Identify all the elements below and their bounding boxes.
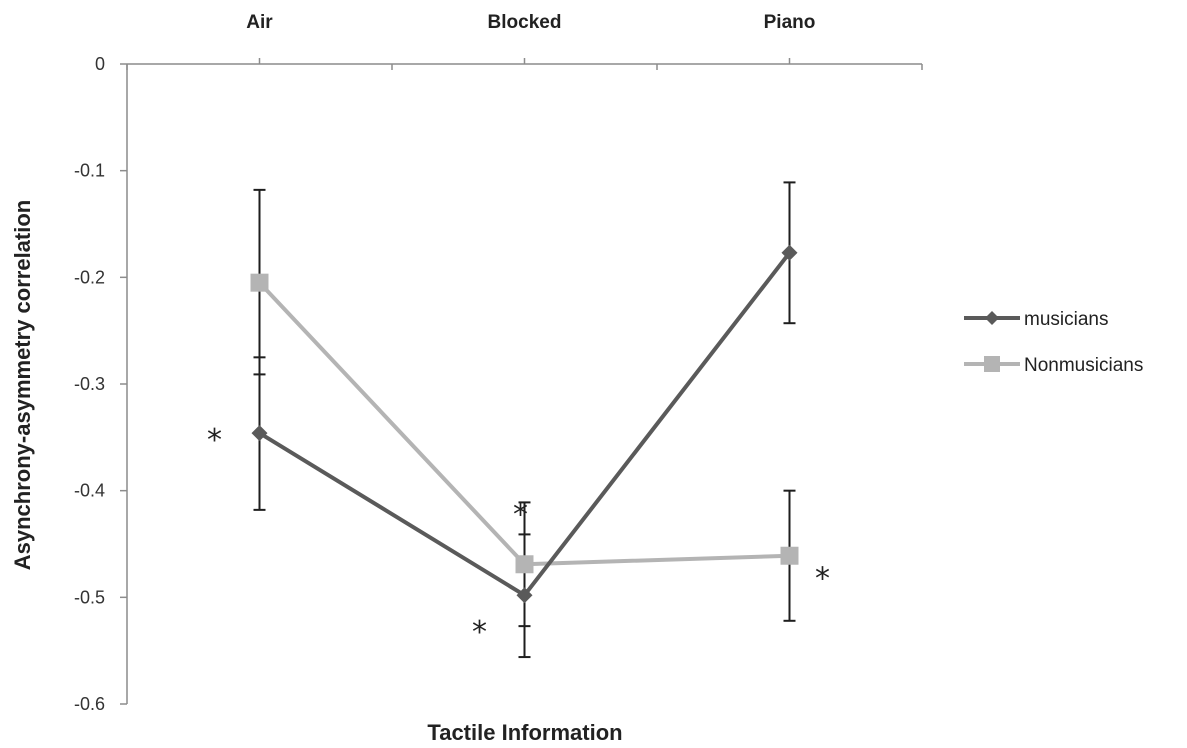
y-tick-label: -0.5 (74, 587, 105, 607)
legend-label: musicians (1024, 309, 1108, 330)
significance-asterisk: * (815, 562, 830, 597)
error-bars (253, 181, 796, 659)
category-label: Piano (764, 12, 816, 33)
marker-diamond (516, 587, 533, 604)
marker-square (250, 273, 269, 292)
significance-annotations: * * * * (207, 423, 830, 650)
category-label: Blocked (488, 12, 562, 33)
marker-square (780, 546, 799, 565)
category-label: Air (246, 12, 273, 33)
x-axis-title: Tactile Information (427, 720, 622, 745)
y-tick-label: -0.4 (74, 481, 105, 501)
series-markers (250, 244, 799, 604)
legend-label: Nonmusicians (1024, 355, 1143, 376)
y-tick-label: -0.3 (74, 374, 105, 394)
significance-asterisk: * (513, 498, 528, 533)
y-tick-label: 0 (95, 54, 105, 74)
y-tick-label: -0.6 (74, 694, 105, 714)
significance-asterisk: * (207, 423, 222, 458)
marker-diamond (251, 425, 268, 442)
legend: musicians Nonmusicians (964, 309, 1143, 376)
significance-asterisk: * (472, 615, 487, 650)
marker-diamond (985, 311, 999, 325)
marker-square (515, 555, 534, 574)
category-labels: Air Blocked Piano (246, 12, 815, 33)
y-axis-title: Asynchrony-asymmetry correlation (10, 200, 35, 570)
y-tick-label: -0.2 (74, 267, 105, 287)
y-ticks: 0 -0.1 -0.2 -0.3 -0.4 -0.5 -0.6 (74, 54, 127, 714)
y-tick-label: -0.1 (74, 161, 105, 181)
marker-diamond (781, 244, 798, 261)
marker-square (984, 356, 1000, 372)
